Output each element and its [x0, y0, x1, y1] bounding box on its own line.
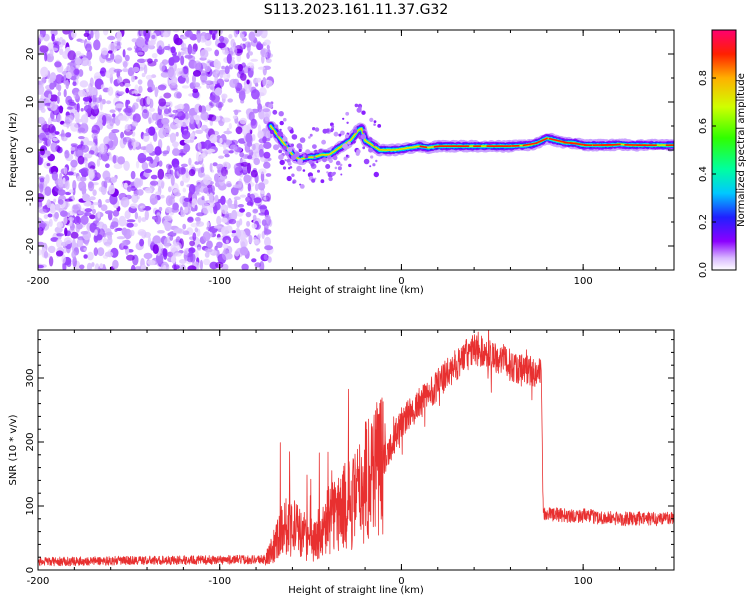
snr-x-tick-label: 100 [574, 576, 593, 587]
colorbar-gradient [712, 30, 736, 270]
spectrogram-frame [37, 29, 675, 271]
spectrogram-y-tick-label: -20 [25, 238, 36, 254]
spectrogram-x-label: Height of straight line (km) [288, 285, 424, 296]
snr-x-tick-label: -200 [27, 576, 50, 587]
colorbar-tick-label: 0.8 [698, 70, 709, 86]
colorbar-ticks: 0.0 0.2 0.4 0.6 0.8 [698, 70, 716, 278]
snr-x-label: Height of straight line (km) [288, 585, 424, 596]
colorbar-tick-label: 0.0 [698, 262, 709, 278]
snr-y-tick-label: 100 [25, 496, 36, 515]
spectrogram-x-tick-label: 0 [398, 276, 404, 287]
spectrogram-y-tick-label: 0 [25, 147, 36, 153]
spectrogram-y-tick-label: -10 [25, 190, 36, 206]
figure-title: S113.2023.161.11.37.G32 [264, 2, 449, 18]
snr-x-tick-label: -100 [208, 576, 231, 587]
snr-series-line [38, 330, 674, 567]
colorbar: 0.0 0.2 0.4 0.6 0.8 Normalized spectral ampl… [698, 29, 747, 278]
snr-panel: -200 -100 0 100 0 100 200 300 Height of straigh… [8, 329, 675, 596]
snr-axes: -200 -100 0 100 0 100 200 300 [25, 330, 674, 587]
spectrogram-y-tick-label: 10 [25, 96, 36, 109]
snr-y-label: SNR (10 * v/v) [8, 414, 19, 485]
spectrogram-x-tick-label: -200 [27, 276, 50, 287]
spectrogram-x-tick-label: 100 [574, 276, 593, 287]
snr-y-tick-label: 0 [25, 567, 36, 573]
snr-frame [37, 329, 675, 571]
spectrogram-x-tick-label: -100 [208, 276, 231, 287]
snr-y-tick-label: 200 [25, 432, 36, 451]
colorbar-label: Normalized spectral amplitude [736, 73, 747, 227]
colorbar-tick-label: 0.4 [698, 166, 709, 182]
snr-x-tick-label: 0 [398, 576, 404, 587]
spectrogram-y-label: Frequency (Hz) [8, 112, 19, 188]
spectrogram-y-tick-label: 20 [25, 48, 36, 61]
colorbar-frame [711, 29, 737, 271]
snr-y-tick-label: 300 [25, 368, 36, 387]
colorbar-tick-label: 0.6 [698, 118, 709, 134]
colorbar-tick-label: 0.2 [698, 214, 709, 230]
spectrogram-image [38, 30, 674, 270]
